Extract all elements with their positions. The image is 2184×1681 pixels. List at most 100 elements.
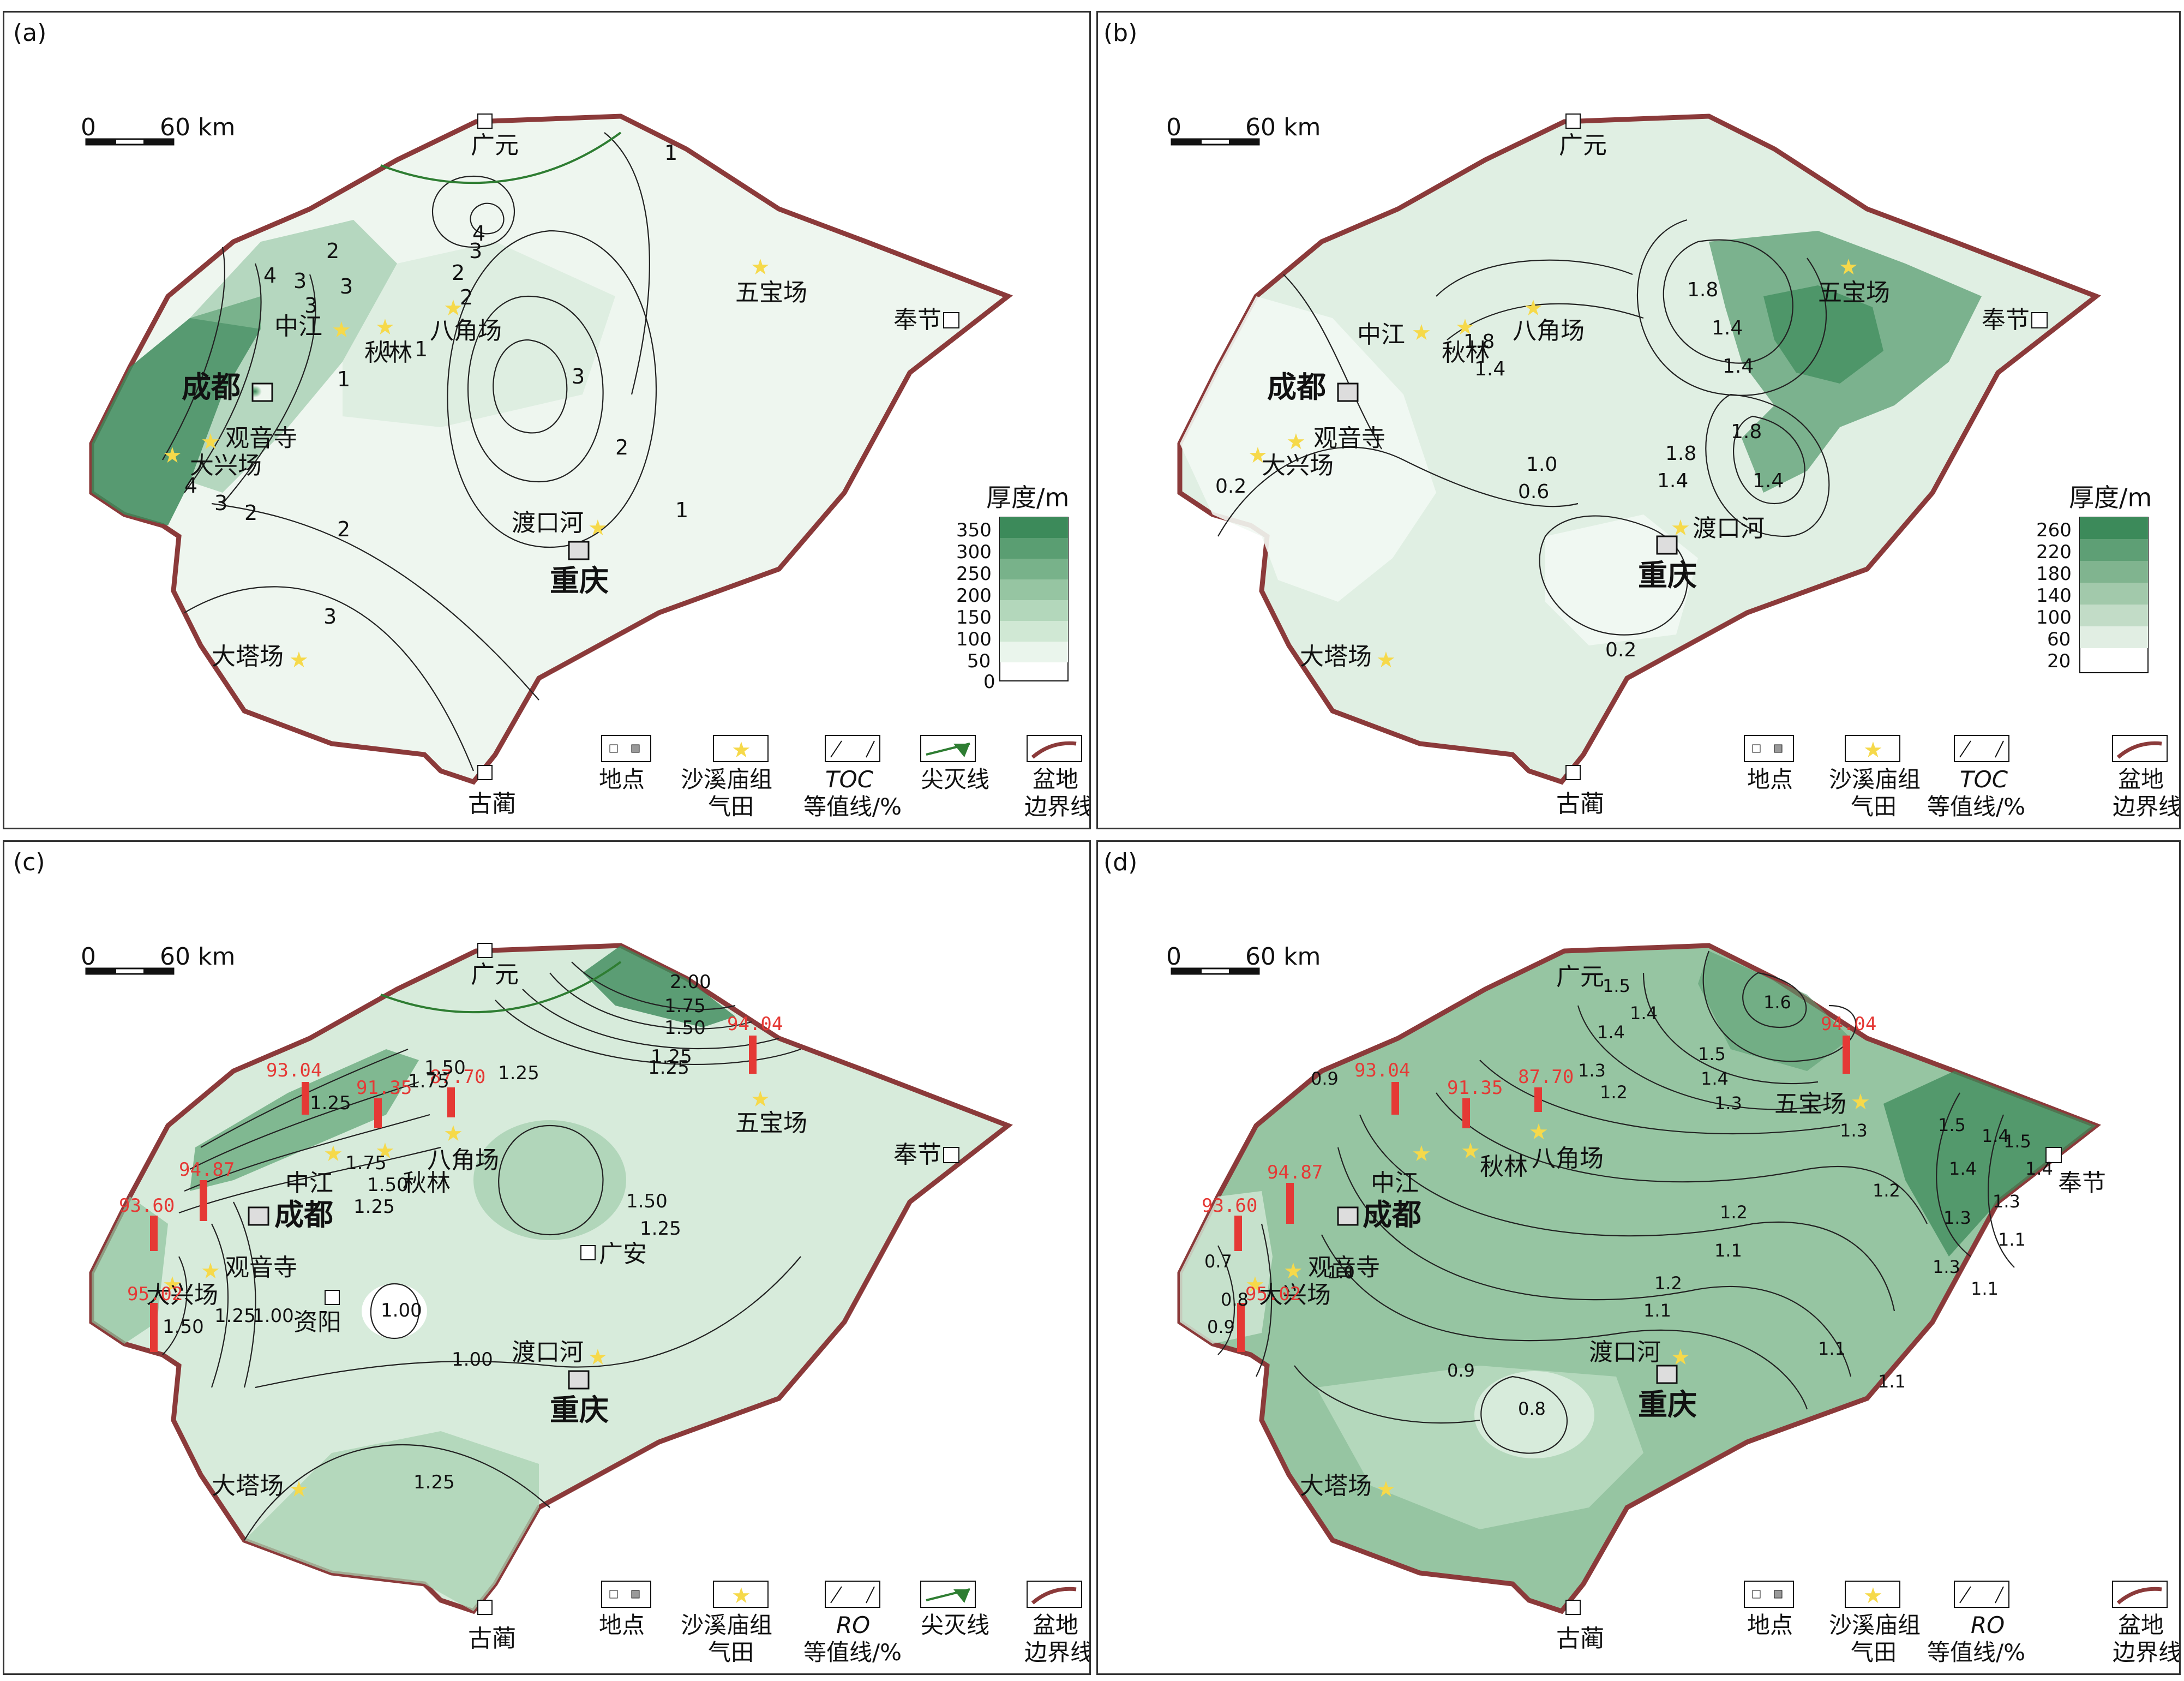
svg-text:1.25: 1.25	[214, 1305, 256, 1327]
svg-text:★: ★	[588, 516, 608, 541]
svg-text:盆地: 盆地	[1033, 1612, 1078, 1638]
svg-text:4: 4	[263, 264, 277, 288]
svg-text:100: 100	[956, 629, 992, 650]
svg-text:气田: 气田	[1851, 793, 1897, 820]
svg-text:1.1: 1.1	[1878, 1371, 1906, 1392]
svg-text:★: ★	[163, 1272, 182, 1297]
svg-text:大兴场: 大兴场	[146, 1281, 218, 1309]
svg-text:1.25: 1.25	[310, 1092, 351, 1114]
svg-text:大兴场: 大兴场	[1262, 452, 1334, 480]
svg-text:★: ★	[1248, 443, 1268, 468]
svg-text:1.3: 1.3	[1993, 1191, 2020, 1212]
city-marker-icon	[1656, 535, 1678, 555]
svg-text:厚度/m: 厚度/m	[2069, 483, 2152, 512]
svg-text:93.60: 93.60	[119, 1195, 175, 1217]
svg-text:0.7: 0.7	[1204, 1251, 1232, 1272]
svg-text:95.02: 95.02	[127, 1283, 183, 1305]
svg-text:0: 0	[1166, 943, 1181, 971]
city-label-chongqing: 重庆	[550, 1393, 609, 1427]
svg-text:★: ★	[375, 1139, 395, 1164]
city-label-guangyuan: 广元	[471, 961, 519, 989]
svg-text:盆地: 盆地	[2118, 1612, 2164, 1638]
svg-text:★: ★	[1851, 1090, 1870, 1115]
svg-text:观音寺: 观音寺	[225, 424, 297, 452]
city-marker-icon	[325, 1290, 340, 1305]
panel-d: (d) 0 60 km 广元 成都 重庆 奉节 古蔺 ★ 中江 ★ 秋林 ★ 八角场 …	[1096, 840, 2181, 1675]
svg-text:1.50: 1.50	[664, 1017, 706, 1039]
svg-text:地点: 地点	[1747, 1612, 1793, 1638]
svg-text:气田: 气田	[708, 1639, 754, 1666]
svg-text:尖灭线: 尖灭线	[921, 1612, 989, 1638]
svg-text:1.4: 1.4	[1753, 470, 1784, 492]
city-marker-icon	[943, 1147, 959, 1163]
svg-text:0.8: 0.8	[1518, 1398, 1546, 1419]
svg-text:秋林: 秋林	[364, 339, 412, 367]
svg-text:4: 4	[472, 222, 485, 246]
pinchout-line	[380, 961, 622, 1014]
svg-text:1.3: 1.3	[1714, 1093, 1742, 1114]
svg-text:60 km: 60 km	[1245, 113, 1321, 141]
svg-text:0.2: 0.2	[1605, 639, 1636, 661]
city-marker-icon	[943, 312, 959, 328]
svg-text:地点: 地点	[599, 1612, 645, 1638]
city-marker-icon	[477, 113, 493, 129]
city-label-ziyang: 资阳	[293, 1308, 341, 1336]
city-label-chengdu: 成都	[1267, 370, 1326, 404]
svg-text:60 km: 60 km	[160, 943, 235, 971]
svg-text:沙溪庙组: 沙溪庙组	[1829, 766, 1921, 793]
svg-text:94.04: 94.04	[1821, 1013, 1876, 1035]
city-marker-icon	[2045, 1147, 2062, 1163]
svg-text:1.25: 1.25	[640, 1218, 681, 1240]
svg-text:1.4: 1.4	[2025, 1158, 2053, 1179]
svg-text:1.2: 1.2	[1654, 1273, 1682, 1294]
svg-text:气田: 气田	[1851, 1639, 1897, 1666]
svg-text:渡口河: 渡口河	[1589, 1338, 1661, 1366]
svg-text:1.4: 1.4	[1474, 358, 1505, 380]
svg-text:五宝场: 五宝场	[735, 1109, 807, 1137]
gasfields: ★中江 ★秋林 ★八角场 ★五宝场 ★观音寺 ★大兴场 ★渡口河 ★大塔场	[1245, 1090, 1870, 1502]
panel-label: (d)	[1103, 848, 1137, 876]
svg-text:边界线: 边界线	[2113, 793, 2181, 820]
city-label-chongqing: 重庆	[550, 564, 609, 598]
contours	[1217, 219, 1830, 636]
guangan-zone	[473, 1120, 626, 1240]
svg-text:★: ★	[443, 1121, 463, 1146]
svg-text:1.5: 1.5	[2003, 1131, 2031, 1152]
svg-text:1.3: 1.3	[1943, 1207, 1971, 1228]
svg-text:94.87: 94.87	[1267, 1162, 1323, 1183]
sw-light-zone	[1180, 1191, 1273, 1344]
ziyang-low	[362, 1284, 427, 1338]
svg-text:1.2: 1.2	[1600, 1082, 1628, 1103]
svg-text:★: ★	[1671, 1345, 1690, 1370]
svg-text:91.35: 91.35	[1447, 1077, 1503, 1099]
city-marker-icon	[1337, 1206, 1359, 1226]
svg-text:0.9: 0.9	[1207, 1317, 1235, 1337]
ro-values: 94.04 93.04 91.35 87.70 94.87 93.60 95.0…	[119, 1013, 783, 1305]
svg-text:★: ★	[1283, 1259, 1303, 1284]
svg-text:20: 20	[2047, 650, 2071, 672]
svg-text:★: ★	[201, 1259, 220, 1284]
svg-text:气田: 气田	[708, 793, 754, 820]
city-marker-icon	[1565, 1600, 1581, 1615]
svg-text:0: 0	[983, 671, 995, 693]
svg-text:1.50: 1.50	[424, 1057, 466, 1079]
contour-labels: 1 2 3 4 3 2 1 3 2 1 1 3 4 2 2 3 2 1 3 4 …	[184, 141, 688, 629]
contour-labels: 1.5 1.4 1.6 1.5 1.4 1.3 1.4 1.3 1.2 1.3 …	[1204, 976, 2053, 1419]
svg-text:1.1: 1.1	[1714, 1240, 1742, 1261]
city-label-guangyuan: 广元	[1559, 131, 1607, 159]
svg-text:2: 2	[460, 285, 473, 309]
svg-text:等值线/%: 等值线/%	[803, 793, 902, 820]
city-label-guangyuan: 广元	[1556, 963, 1604, 991]
city-marker-icon	[580, 1245, 596, 1260]
svg-text:60 km: 60 km	[1245, 943, 1321, 971]
svg-text:2.00: 2.00	[670, 971, 711, 993]
contour-labels: 2.00 1.75 1.50 1.25 1.25 1.50 1.75 1.25 …	[163, 971, 711, 1493]
svg-text:大塔场: 大塔场	[1300, 643, 1372, 671]
svg-text:1.2: 1.2	[1720, 1202, 1748, 1223]
svg-text:1.8: 1.8	[1731, 421, 1762, 443]
svg-text:★: ★	[1376, 648, 1396, 673]
svg-text:200: 200	[956, 585, 992, 607]
svg-text:八角场: 八角场	[430, 317, 502, 345]
svg-text:1.1: 1.1	[1818, 1338, 1846, 1359]
svg-text:60 km: 60 km	[160, 113, 235, 141]
